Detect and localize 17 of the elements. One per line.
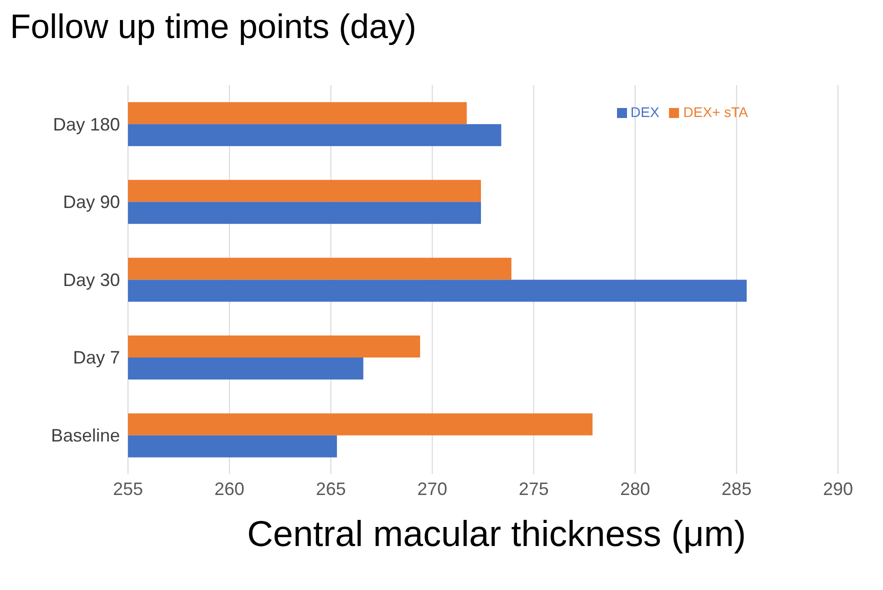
x-tick-label: 255 <box>112 478 144 499</box>
x-tick-label: 285 <box>722 478 752 499</box>
y-tick-label: Day 7 <box>72 348 120 368</box>
y-tick-label: Day 180 <box>52 114 120 134</box>
x-tick-label: 290 <box>822 478 854 499</box>
y-tick-label: Baseline <box>50 425 120 446</box>
x-tick-label: 265 <box>316 478 346 499</box>
x-tick-label: 275 <box>518 478 549 499</box>
chart-title: Follow up time points (day) <box>10 8 418 47</box>
x-tick-label: 280 <box>620 478 650 499</box>
y-tick-label: Day 30 <box>62 270 120 290</box>
legend-label: DEX+ sTA <box>683 104 748 120</box>
y-tick-label: Day 90 <box>62 192 120 212</box>
x-tick-label: 270 <box>417 478 448 499</box>
legend-label: DEX <box>630 104 660 120</box>
x-axis-title: Central macular thickness (μm) <box>246 513 747 555</box>
x-tick-label: 260 <box>214 478 244 499</box>
